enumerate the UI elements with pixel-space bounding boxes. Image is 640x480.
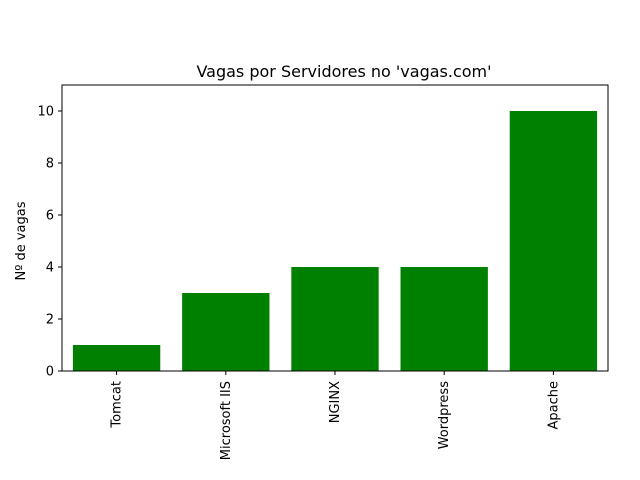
y-tick-label: 8 [46, 157, 54, 172]
bar-apache [509, 111, 598, 371]
bar-nginx [291, 267, 379, 371]
bar-microsoft-iis [182, 293, 270, 371]
x-tick-label-nginx: NGINX [328, 381, 343, 423]
bar-wordpress [400, 267, 488, 371]
y-tick-label: 2 [46, 313, 54, 328]
plot-area: 0 2 4 6 8 10 Tomcat Microsoft IIS NGINX Wordpress… [37, 84, 609, 460]
bar-tomcat [72, 345, 161, 371]
y-tick-label: 6 [46, 209, 54, 224]
chart-title: Vagas por Servidores no 'vagas.com' [196, 62, 491, 81]
y-tick-label: 0 [46, 365, 54, 380]
y-tick-label: 4 [46, 261, 54, 276]
x-tick-label-tomcat: Tomcat [110, 381, 125, 429]
y-axis-label: Nº de vagas [14, 201, 29, 280]
x-tick-label-wordpress: Wordpress [437, 381, 452, 449]
y-tick-label: 10 [37, 105, 54, 120]
x-tick-label-apache: Apache [546, 381, 561, 430]
x-tick-label-microsoft-iis: Microsoft IIS [219, 381, 234, 460]
